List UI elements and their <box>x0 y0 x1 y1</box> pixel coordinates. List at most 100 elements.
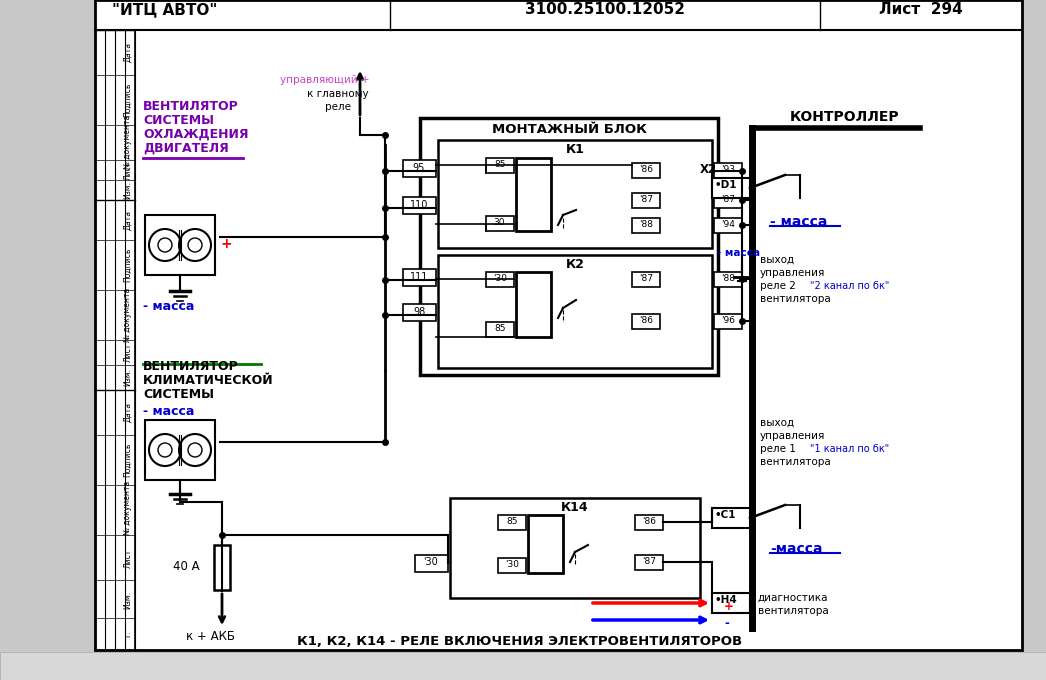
Text: '93: '93 <box>721 165 735 174</box>
Bar <box>714 193 742 208</box>
Text: -: - <box>724 617 729 630</box>
Text: реле 2: реле 2 <box>760 281 796 291</box>
Bar <box>145 420 215 480</box>
Text: X2: X2 <box>700 163 718 176</box>
Bar <box>438 140 712 248</box>
Bar <box>403 160 436 177</box>
Bar <box>632 272 660 287</box>
Text: - масса: - масса <box>770 215 827 229</box>
Bar <box>712 178 750 198</box>
Text: 98: 98 <box>413 307 425 317</box>
Text: реле 1: реле 1 <box>760 444 796 454</box>
Text: управления: управления <box>760 268 825 278</box>
Text: вентилятора: вентилятора <box>758 606 828 616</box>
Text: 111: 111 <box>410 272 428 282</box>
Bar <box>420 118 718 375</box>
Bar <box>95 0 1022 650</box>
Bar <box>403 197 436 214</box>
Text: СИСТЕМЫ: СИСТЕМЫ <box>143 114 214 127</box>
Text: - масса: - масса <box>717 248 760 258</box>
Bar <box>714 163 742 178</box>
Bar <box>712 508 750 528</box>
Text: Изм.: Изм. <box>123 181 133 199</box>
Bar <box>438 255 712 368</box>
Text: -масса: -масса <box>770 542 822 556</box>
Text: Изм.: Изм. <box>123 591 133 609</box>
Text: к + АКБ: к + АКБ <box>185 630 234 643</box>
Text: № документа: № документа <box>123 288 133 342</box>
Text: '30: '30 <box>505 560 519 569</box>
Text: ДВИГАТЕЛЯ: ДВИГАТЕЛЯ <box>143 142 229 155</box>
Text: "1 канал по бк": "1 канал по бк" <box>810 444 889 454</box>
Text: управляющий +: управляющий + <box>280 75 369 85</box>
Text: '87: '87 <box>639 274 653 283</box>
Text: '87: '87 <box>721 195 735 204</box>
Bar <box>450 498 700 598</box>
Text: 85: 85 <box>495 160 506 169</box>
Bar <box>714 314 742 329</box>
Bar <box>486 216 514 231</box>
Text: ОХЛАЖДЕНИЯ: ОХЛАЖДЕНИЯ <box>143 128 249 141</box>
Text: +: + <box>724 600 734 613</box>
Bar <box>714 218 742 233</box>
Text: ◄◄  ◄  298 / 327  ►  ►►: ◄◄ ◄ 298 / 327 ► ►► <box>328 655 452 665</box>
Text: '94: '94 <box>721 220 735 229</box>
Bar <box>632 193 660 208</box>
Text: к главному: к главному <box>308 89 369 99</box>
Bar <box>145 215 215 275</box>
Text: '30: '30 <box>493 274 507 283</box>
Text: 85: 85 <box>506 517 518 526</box>
Text: 30.: 30. <box>493 218 507 227</box>
Text: - масса: - масса <box>143 300 195 313</box>
Bar <box>528 515 563 573</box>
Text: К1: К1 <box>566 143 585 156</box>
Text: К1, К2, К14 - РЕЛЕ ВКЛЮЧЕНИЯ ЭЛЕКТРОВЕНТИЛЯТОРОВ: К1, К2, К14 - РЕЛЕ ВКЛЮЧЕНИЯ ЭЛЕКТРОВЕНТ… <box>297 635 743 648</box>
Bar <box>403 269 436 286</box>
Text: КОНТРОЛЛЕР: КОНТРОЛЛЕР <box>790 110 900 124</box>
Text: 110: 110 <box>410 200 428 210</box>
Text: Изм.: Изм. <box>123 368 133 386</box>
Text: № документа: № документа <box>123 481 133 535</box>
Bar <box>516 272 551 337</box>
Text: Подпись: Подпись <box>123 443 133 477</box>
Text: 3100.25100.12052: 3100.25100.12052 <box>525 2 685 17</box>
Text: "ИТЦ АВТО": "ИТЦ АВТО" <box>112 2 218 17</box>
Text: '86: '86 <box>639 316 653 325</box>
Text: "2 канал по бк": "2 канал по бк" <box>810 281 889 291</box>
Text: 40 А: 40 А <box>174 560 200 573</box>
Text: КЛИМАТИЧЕСКОЙ: КЛИМАТИЧЕСКОЙ <box>143 374 274 387</box>
Text: ВЕНТИЛЯТОР: ВЕНТИЛЯТОР <box>143 100 238 113</box>
Text: '30: '30 <box>424 557 438 567</box>
Bar <box>486 322 514 337</box>
Text: '87: '87 <box>642 557 656 566</box>
Text: Лист: Лист <box>123 160 133 180</box>
Text: Лист  294: Лист 294 <box>879 2 963 17</box>
Bar <box>214 545 230 590</box>
Text: 95: 95 <box>413 163 425 173</box>
Text: Лист: Лист <box>123 548 133 568</box>
Text: •H4: •H4 <box>715 595 737 605</box>
Text: Дата: Дата <box>123 210 133 230</box>
Bar <box>415 555 448 572</box>
Text: Дата: Дата <box>123 42 133 62</box>
Text: К2: К2 <box>566 258 585 271</box>
Bar <box>403 304 436 321</box>
Text: выход: выход <box>760 418 794 428</box>
Text: Подпись: Подпись <box>123 83 133 117</box>
Text: К14: К14 <box>562 501 589 514</box>
Text: Лист: Лист <box>123 342 133 362</box>
Text: '86: '86 <box>642 517 656 526</box>
Bar <box>635 555 663 570</box>
Text: ВЕНТИЛЯТОР: ВЕНТИЛЯТОР <box>143 360 238 373</box>
Text: '88: '88 <box>639 220 653 229</box>
Bar <box>635 515 663 530</box>
Text: выход: выход <box>760 255 794 265</box>
Text: № документа: № документа <box>123 115 133 169</box>
Text: вентилятора: вентилятора <box>760 294 831 304</box>
Text: управления: управления <box>760 431 825 441</box>
Text: диагностика: диагностика <box>758 593 828 603</box>
Text: +: + <box>220 237 231 251</box>
Text: '88: '88 <box>721 274 735 283</box>
Text: МОНТАЖНЫЙ БЛОК: МОНТАЖНЫЙ БЛОК <box>492 123 646 136</box>
Bar <box>486 158 514 173</box>
